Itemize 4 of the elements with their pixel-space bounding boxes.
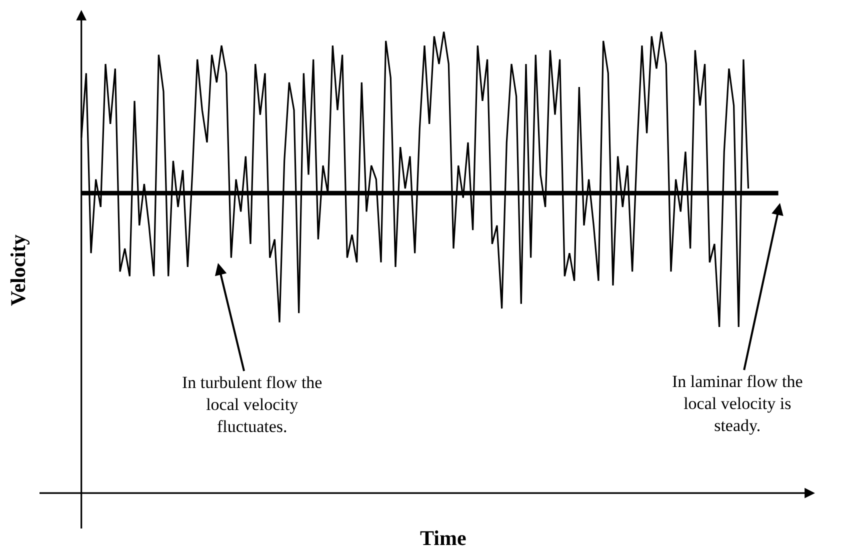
x-axis-title: Time xyxy=(420,526,466,550)
annotation: In laminar flow the local velocity is steady. xyxy=(672,372,803,436)
y-axis-title: Velocity xyxy=(6,234,30,306)
annotation: In turbulent flow the local velocity fluctuates. xyxy=(182,373,322,436)
